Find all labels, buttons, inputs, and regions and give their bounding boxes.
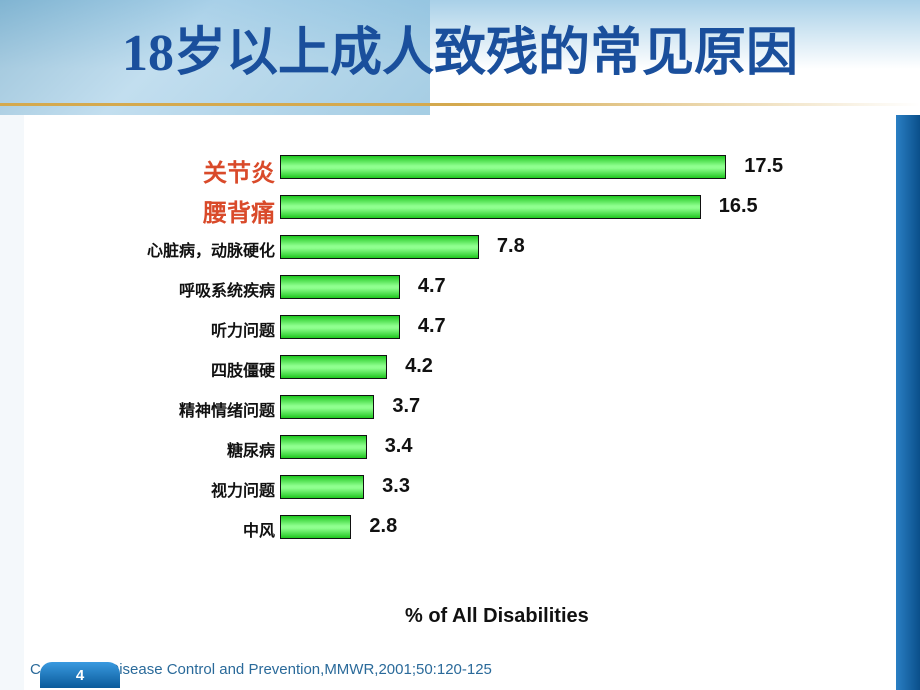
bar — [280, 275, 400, 299]
x-axis-label: % of All Disabilities — [405, 605, 589, 628]
bar — [280, 395, 374, 419]
bar — [280, 475, 364, 499]
value-label: 4.2 — [405, 355, 433, 378]
category-label: 中风 — [243, 517, 275, 541]
category-label: 精神情绪问题 — [179, 397, 275, 421]
value-label: 2.8 — [369, 515, 397, 538]
bar — [280, 515, 351, 539]
value-label: 3.3 — [382, 475, 410, 498]
left-border — [0, 115, 24, 690]
bar — [280, 155, 726, 179]
header-rule — [0, 103, 920, 106]
bar — [280, 435, 367, 459]
category-label: 糖尿病 — [227, 437, 275, 461]
slide: 18岁以上成人致残的常见原因 关节炎 17.5 腰背痛 16.5 心脏病，动脉硬化 7.8… — [0, 0, 920, 690]
slide-title: 18岁以上成人致残的常见原因 — [0, 10, 920, 85]
value-label: 16.5 — [719, 195, 758, 218]
value-label: 17.5 — [744, 155, 783, 178]
bar — [280, 315, 400, 339]
category-label: 腰背痛 — [203, 193, 275, 228]
category-label: 呼吸系统疾病 — [179, 277, 275, 301]
value-label: 3.4 — [385, 435, 413, 458]
bar — [280, 235, 479, 259]
category-label: 听力问题 — [211, 317, 275, 341]
bar-chart: 关节炎 17.5 腰背痛 16.5 心脏病，动脉硬化 7.8 呼吸系统疾病 4.7 听力问题 4.… — [110, 155, 870, 585]
category-label: 视力问题 — [211, 477, 275, 501]
value-label: 3.7 — [392, 395, 420, 418]
value-label: 4.7 — [418, 315, 446, 338]
category-label: 关节炎 — [203, 153, 275, 188]
bar — [280, 355, 387, 379]
value-label: 7.8 — [497, 235, 525, 258]
page-number-badge: 4 — [40, 662, 120, 688]
value-label: 4.7 — [418, 275, 446, 298]
category-label: 四肢僵硬 — [211, 357, 275, 381]
right-border — [896, 115, 920, 690]
category-label: 心脏病，动脉硬化 — [147, 237, 275, 261]
bar — [280, 195, 701, 219]
